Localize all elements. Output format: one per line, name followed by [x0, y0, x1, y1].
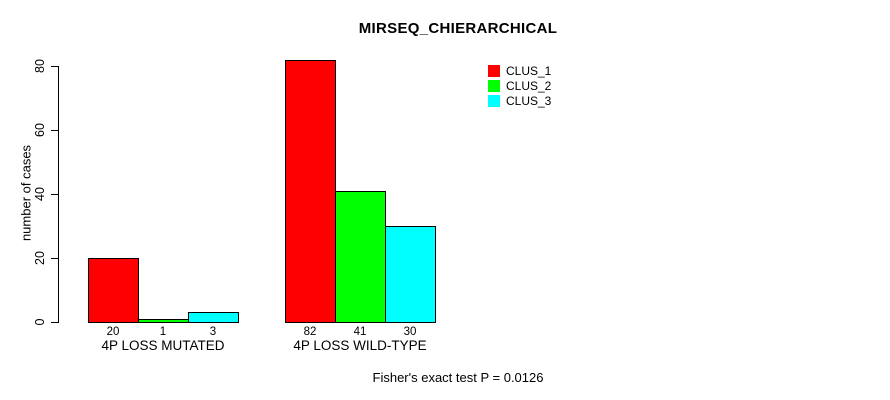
legend-item: CLUS_3	[488, 93, 551, 108]
y-axis-tick-label: 80	[32, 59, 47, 73]
legend-item: CLUS_2	[488, 78, 551, 93]
y-axis-tick-label: 20	[32, 251, 47, 265]
chart-title: MIRSEQ_CHIERARCHICAL	[358, 20, 558, 37]
y-axis-line	[58, 66, 59, 323]
legend: CLUS_1 CLUS_2 CLUS_3	[488, 63, 551, 108]
legend-swatch-clus_2	[488, 79, 500, 92]
y-axis-tick	[51, 258, 58, 259]
legend-swatch-clus_1	[488, 64, 500, 77]
bar-clus_2	[335, 190, 386, 323]
y-axis-tick	[51, 130, 58, 131]
bar-value-label: 82	[303, 326, 317, 338]
legend-label: CLUS_2	[506, 78, 552, 93]
bar-value-label: 30	[403, 326, 417, 338]
legend-item: CLUS_1	[488, 63, 551, 78]
bar-value-label: 20	[106, 326, 120, 338]
bar-clus_1	[88, 258, 139, 323]
category-label: 4P LOSS MUTATED	[101, 338, 225, 353]
annotation-text: Fisher's exact test P = 0.0126	[372, 370, 544, 385]
legend-label: CLUS_3	[506, 93, 552, 108]
y-axis-tick	[51, 194, 58, 195]
bar-clus_1	[285, 59, 336, 323]
y-axis-tick-label: 60	[32, 123, 47, 137]
y-axis-label: number of cases	[18, 144, 34, 242]
category-label: 4P LOSS WILD-TYPE	[293, 338, 427, 353]
legend-label: CLUS_1	[506, 63, 552, 78]
bar-value-label: 3	[209, 326, 217, 338]
y-axis-tick	[51, 66, 58, 67]
bar-clus_2	[138, 318, 189, 323]
y-axis-tick-label: 0	[32, 318, 47, 326]
bar-clus_3	[385, 226, 436, 323]
legend-swatch-clus_3	[488, 94, 500, 107]
bar-clus_3	[188, 312, 239, 323]
y-axis-tick-label: 40	[32, 187, 47, 201]
y-axis-tick	[51, 322, 58, 323]
bar-value-label: 41	[353, 326, 367, 338]
bar-value-label: 1	[159, 326, 167, 338]
